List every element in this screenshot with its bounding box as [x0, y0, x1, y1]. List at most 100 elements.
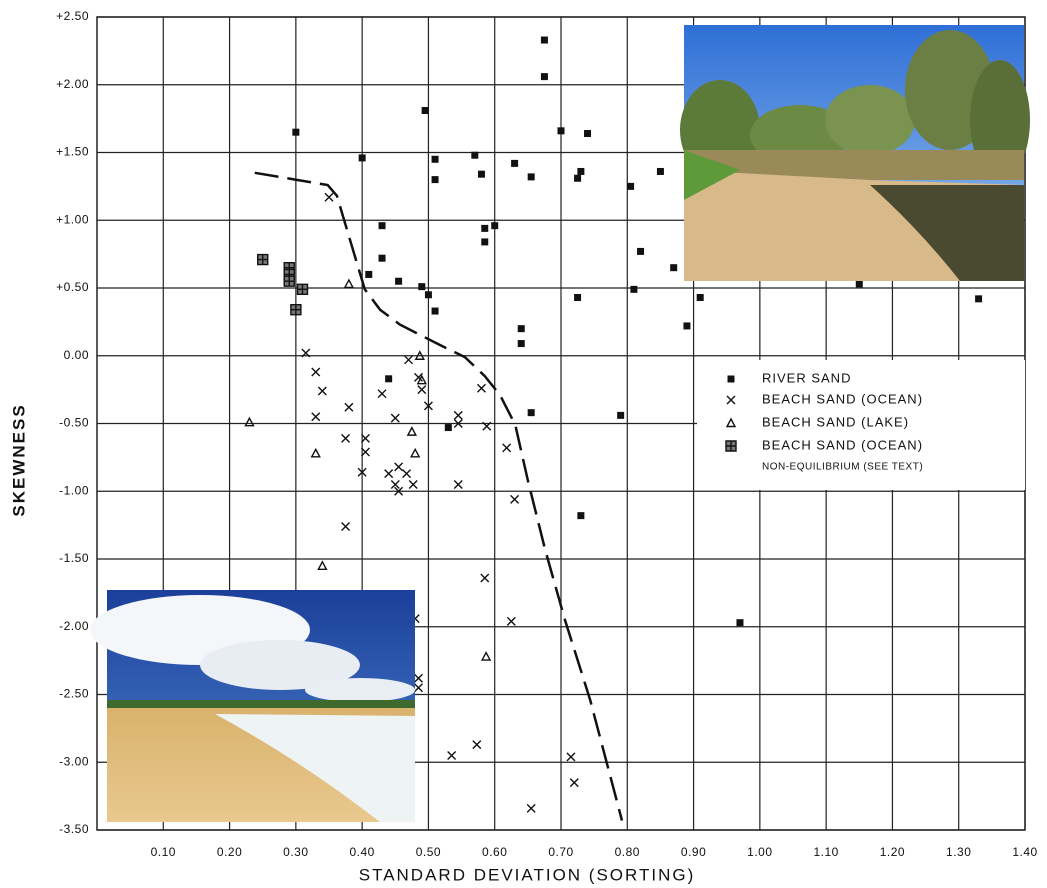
marker	[617, 412, 624, 419]
marker	[558, 127, 565, 134]
x-tick-label: 0.40	[349, 845, 374, 859]
x-tick-label: 1.20	[880, 845, 905, 859]
marker	[491, 222, 498, 229]
marker	[432, 308, 439, 315]
marker	[683, 322, 690, 329]
marker	[481, 238, 488, 245]
marker	[657, 168, 664, 175]
x-tick-label: 0.90	[681, 845, 706, 859]
marker	[454, 411, 462, 419]
marker	[670, 264, 677, 271]
marker	[541, 37, 548, 44]
y-tick-label: +0.50	[56, 280, 89, 294]
marker	[403, 470, 411, 478]
marker	[395, 463, 403, 471]
y-tick-label: +1.00	[56, 212, 89, 226]
marker	[345, 280, 353, 288]
marker	[478, 171, 485, 178]
x-tick-label: 0.10	[151, 845, 176, 859]
marker	[736, 619, 743, 626]
marker	[391, 414, 399, 422]
y-tick-label: +1.50	[56, 145, 89, 159]
marker	[345, 403, 353, 411]
marker	[297, 284, 307, 294]
marker	[395, 278, 402, 285]
y-axis-title: SKEWNESS	[9, 403, 28, 516]
x-tick-label: 1.00	[747, 845, 772, 859]
page: {"chart_data":{"type":"scatter", "x_labe…	[0, 0, 1047, 888]
marker	[258, 255, 268, 265]
marker	[471, 152, 478, 159]
marker	[342, 522, 350, 530]
marker	[511, 160, 518, 167]
marker	[567, 753, 575, 761]
marker	[312, 449, 320, 457]
y-tick-label: -2.00	[59, 619, 89, 633]
marker	[630, 286, 637, 293]
y-tick-label: -3.00	[59, 754, 89, 768]
marker	[637, 248, 644, 255]
marker	[312, 413, 320, 421]
marker	[574, 175, 581, 182]
marker	[405, 356, 413, 364]
marker	[527, 804, 535, 812]
legend-label: RIVER SAND	[762, 370, 851, 385]
marker	[385, 375, 392, 382]
legend-label: BEACH SAND (OCEAN)	[762, 391, 923, 406]
marker	[291, 305, 301, 315]
legend-note: NON-EQUILIBRIUM (SEE TEXT)	[762, 462, 923, 473]
marker	[445, 424, 452, 431]
marker	[975, 295, 982, 302]
marker	[511, 495, 519, 503]
marker	[473, 741, 481, 749]
marker	[359, 154, 366, 161]
x-axis-title: STANDARD DEVIATION (SORTING)	[359, 865, 696, 884]
marker	[312, 368, 320, 376]
marker	[425, 291, 432, 298]
river-photo	[680, 25, 1030, 281]
marker	[541, 73, 548, 80]
y-tick-label: -1.50	[59, 551, 89, 565]
x-tick-label: 0.50	[416, 845, 441, 859]
marker	[448, 751, 456, 759]
y-tick-label: -3.50	[59, 822, 89, 836]
y-tick-label: -2.50	[59, 687, 89, 701]
marker	[418, 283, 425, 290]
y-tick-label: -0.50	[59, 416, 89, 430]
x-tick-label: 1.40	[1012, 845, 1037, 859]
marker	[728, 376, 735, 383]
y-tick-label: 0.00	[64, 348, 89, 362]
x-tick-label: 0.20	[217, 845, 242, 859]
marker	[379, 222, 386, 229]
marker	[385, 470, 393, 478]
marker	[292, 129, 299, 136]
x-tick-label: 0.80	[615, 845, 640, 859]
marker	[418, 386, 426, 394]
y-tick-label: -1.00	[59, 483, 89, 497]
marker	[528, 173, 535, 180]
marker	[570, 779, 578, 787]
marker	[627, 183, 634, 190]
marker	[574, 294, 581, 301]
x-tick-label: 0.60	[482, 845, 507, 859]
marker	[697, 294, 704, 301]
beach-photo	[90, 590, 415, 822]
marker	[379, 255, 386, 262]
marker	[318, 562, 326, 570]
x-tick-label: 1.10	[813, 845, 838, 859]
marker	[318, 387, 326, 395]
marker	[584, 130, 591, 137]
marker	[726, 441, 736, 451]
marker	[284, 276, 294, 286]
marker	[414, 674, 422, 682]
marker	[342, 434, 350, 442]
marker	[454, 480, 462, 488]
chart: 0.100.200.300.400.500.600.700.800.901.00…	[0, 0, 1047, 888]
marker	[503, 444, 511, 452]
marker	[577, 512, 584, 519]
marker	[365, 271, 372, 278]
marker	[325, 193, 333, 201]
x-tick-label: 0.70	[548, 845, 573, 859]
marker	[408, 428, 416, 436]
y-tick-label: +2.00	[56, 77, 89, 91]
